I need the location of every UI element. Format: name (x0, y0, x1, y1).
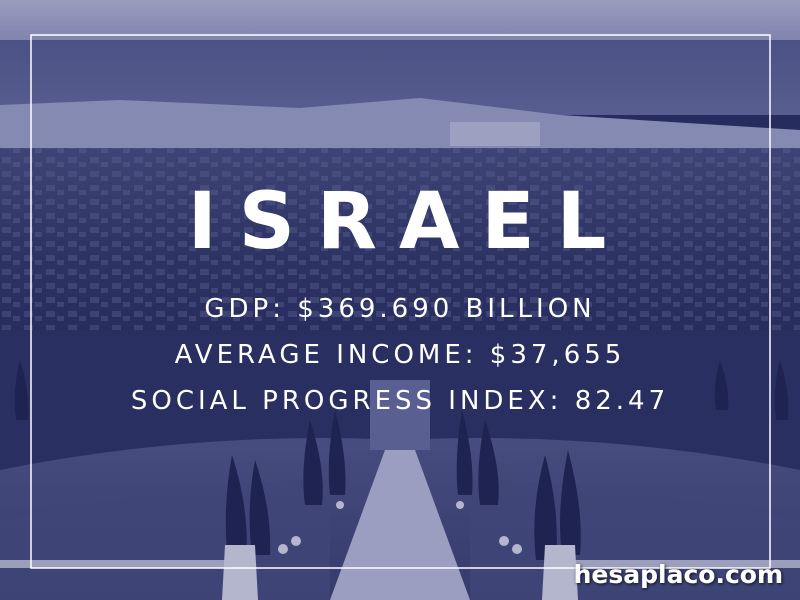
stat-line: AVERAGE INCOME: $37,655 (175, 340, 626, 370)
stat-line: SOCIAL PROGRESS INDEX: 82.47 (131, 386, 669, 416)
watermark: hesaplaco.com (574, 560, 783, 589)
frame (30, 34, 771, 569)
stat-line: GDP: $369.690 BILLION (204, 294, 595, 324)
title: ISRAEL (188, 177, 629, 267)
